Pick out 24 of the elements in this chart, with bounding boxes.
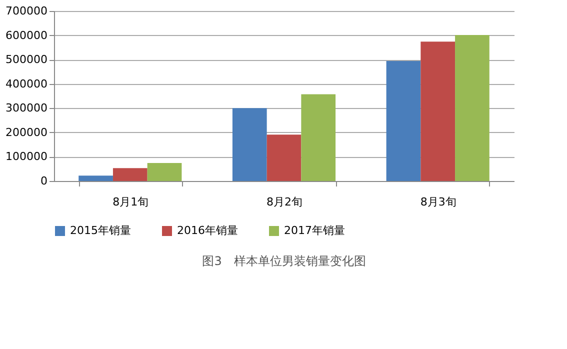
bar [78, 176, 113, 181]
y-tick-label: 300000 [6, 102, 48, 115]
legend-label: 2015年销量 [70, 224, 131, 237]
x-tick-label: 8月1旬 [112, 196, 149, 208]
y-tick-label: 200000 [6, 126, 48, 139]
y-tick-label: 100000 [6, 150, 48, 164]
y-tick-label: 400000 [6, 77, 48, 90]
bar [420, 42, 456, 181]
bar [386, 61, 421, 181]
bar [266, 134, 302, 181]
legend-label: 2016年销量 [177, 224, 238, 237]
x-tick-label: 8月2旬 [266, 196, 302, 208]
bar [112, 168, 148, 181]
y-tick-label: 600000 [6, 28, 48, 42]
bar [147, 163, 182, 181]
bar [455, 35, 490, 181]
caption: 图3 样本单位男装销量变化图 [202, 254, 366, 268]
y-tick-label: 500000 [6, 53, 48, 66]
legend-label: 2017年销量 [284, 224, 345, 237]
x-tick-label: 8月3旬 [420, 196, 456, 208]
bar [232, 108, 267, 181]
bar [301, 94, 336, 181]
y-tick-label: 0 [40, 174, 48, 188]
y-tick-label: 700000 [6, 4, 48, 18]
